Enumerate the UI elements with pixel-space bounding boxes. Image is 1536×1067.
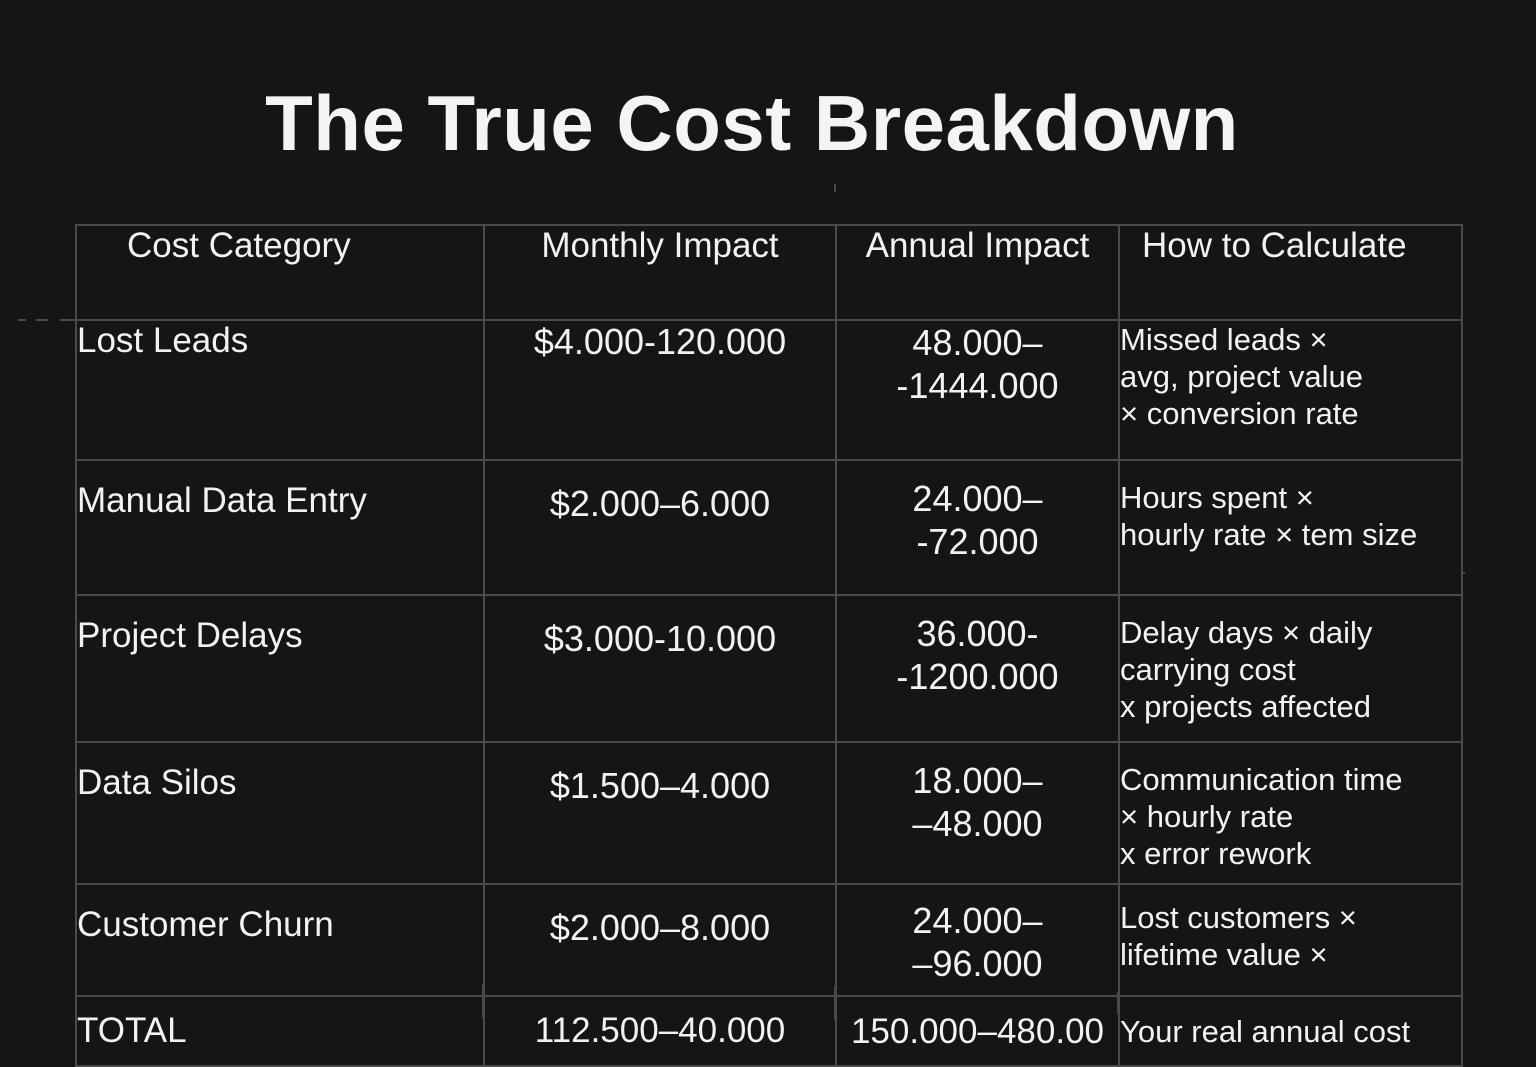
header-how-to-calculate: How to Calculate bbox=[1118, 224, 1463, 321]
table-header-row: Cost Category Monthly Impact Annual Impa… bbox=[75, 224, 1463, 321]
annual-line: 24.000– bbox=[912, 900, 1043, 941]
annual-line: -72.000 bbox=[916, 521, 1039, 562]
annual-line: 18.000– bbox=[912, 760, 1043, 801]
decorative-tick bbox=[834, 184, 836, 192]
decorative-dash bbox=[36, 319, 48, 321]
cell-how: Missed leads × avg, project value × conv… bbox=[1118, 319, 1463, 461]
cell-category: Manual Data Entry bbox=[75, 459, 485, 596]
cost-breakdown-table: Cost Category Monthly Impact Annual Impa… bbox=[75, 224, 1463, 1067]
annual-line: -1200.000 bbox=[896, 656, 1059, 697]
header-cost-category: Cost Category bbox=[75, 224, 485, 321]
cell-annual: 48.000– -1444.000 bbox=[835, 319, 1120, 461]
table-row: Data Silos $1.500–4.000 18.000– –48.000 … bbox=[75, 741, 1463, 885]
cell-monthly: $3.000-10.000 bbox=[483, 594, 837, 743]
how-line: Hours spent × bbox=[1120, 480, 1314, 515]
total-label: TOTAL bbox=[75, 995, 485, 1067]
cell-category: Customer Churn bbox=[75, 883, 485, 997]
total-how: Your real annual cost bbox=[1118, 995, 1463, 1067]
table-row: Manual Data Entry $2.000–6.000 24.000– -… bbox=[75, 459, 1463, 596]
how-line: avg, project value bbox=[1120, 359, 1363, 394]
cell-monthly: $2.000–8.000 bbox=[483, 883, 837, 997]
header-monthly-impact: Monthly Impact bbox=[483, 224, 837, 321]
decorative-dash bbox=[1461, 572, 1465, 574]
annual-line: -1444.000 bbox=[896, 365, 1059, 406]
annual-line: 24.000– bbox=[912, 478, 1043, 519]
annual-line: 36.000- bbox=[916, 613, 1039, 654]
annual-line: –96.000 bbox=[912, 943, 1043, 984]
how-line: hourly rate × tem size bbox=[1120, 517, 1418, 552]
decorative-dash bbox=[60, 319, 75, 321]
how-line: Delay days × daily bbox=[1120, 615, 1373, 650]
table-row: Project Delays $3.000-10.000 36.000- -12… bbox=[75, 594, 1463, 743]
cell-annual: 36.000- -1200.000 bbox=[835, 594, 1120, 743]
cell-monthly: $2.000–6.000 bbox=[483, 459, 837, 596]
how-line: × conversion rate bbox=[1120, 396, 1359, 431]
decorative-dash bbox=[18, 319, 26, 321]
cell-how: Delay days × daily carrying cost x proje… bbox=[1118, 594, 1463, 743]
how-line: Missed leads × bbox=[1120, 322, 1328, 357]
cell-annual: 24.000– -72.000 bbox=[835, 459, 1120, 596]
how-line: x projects affected bbox=[1120, 689, 1372, 724]
cell-monthly: $4.000-120.000 bbox=[483, 319, 837, 461]
how-line: carrying cost bbox=[1120, 652, 1296, 687]
how-line: lifetime value × bbox=[1120, 937, 1328, 972]
annual-line: –48.000 bbox=[912, 803, 1043, 844]
how-line: Communication time bbox=[1120, 762, 1403, 797]
cell-monthly: $1.500–4.000 bbox=[483, 741, 837, 885]
cell-annual: 18.000– –48.000 bbox=[835, 741, 1120, 885]
cell-how: Communication time × hourly rate x error… bbox=[1118, 741, 1463, 885]
total-annual: 150.000–480.00 bbox=[835, 995, 1120, 1067]
annual-line: 48.000– bbox=[912, 322, 1043, 363]
cell-category: Data Silos bbox=[75, 741, 485, 885]
table-row: Customer Churn $2.000–8.000 24.000– –96.… bbox=[75, 883, 1463, 997]
how-line: x error rework bbox=[1120, 836, 1312, 871]
how-line: Lost customers × bbox=[1120, 900, 1357, 935]
table-row: Lost Leads $4.000-120.000 48.000– -1444.… bbox=[75, 319, 1463, 461]
cell-how: Lost customers × lifetime value × bbox=[1118, 883, 1463, 997]
cell-annual: 24.000– –96.000 bbox=[835, 883, 1120, 997]
page-title: The True Cost Breakdown bbox=[265, 79, 1239, 167]
cell-how: Hours spent × hourly rate × tem size bbox=[1118, 459, 1463, 596]
how-line: × hourly rate bbox=[1120, 799, 1294, 834]
table-total-row: TOTAL 112.500–40.000 150.000–480.00 Your… bbox=[75, 995, 1463, 1067]
cell-category: Lost Leads bbox=[75, 319, 485, 461]
cell-category: Project Delays bbox=[75, 594, 485, 743]
total-monthly: 112.500–40.000 bbox=[483, 995, 837, 1067]
header-annual-impact: Annual Impact bbox=[835, 224, 1120, 321]
